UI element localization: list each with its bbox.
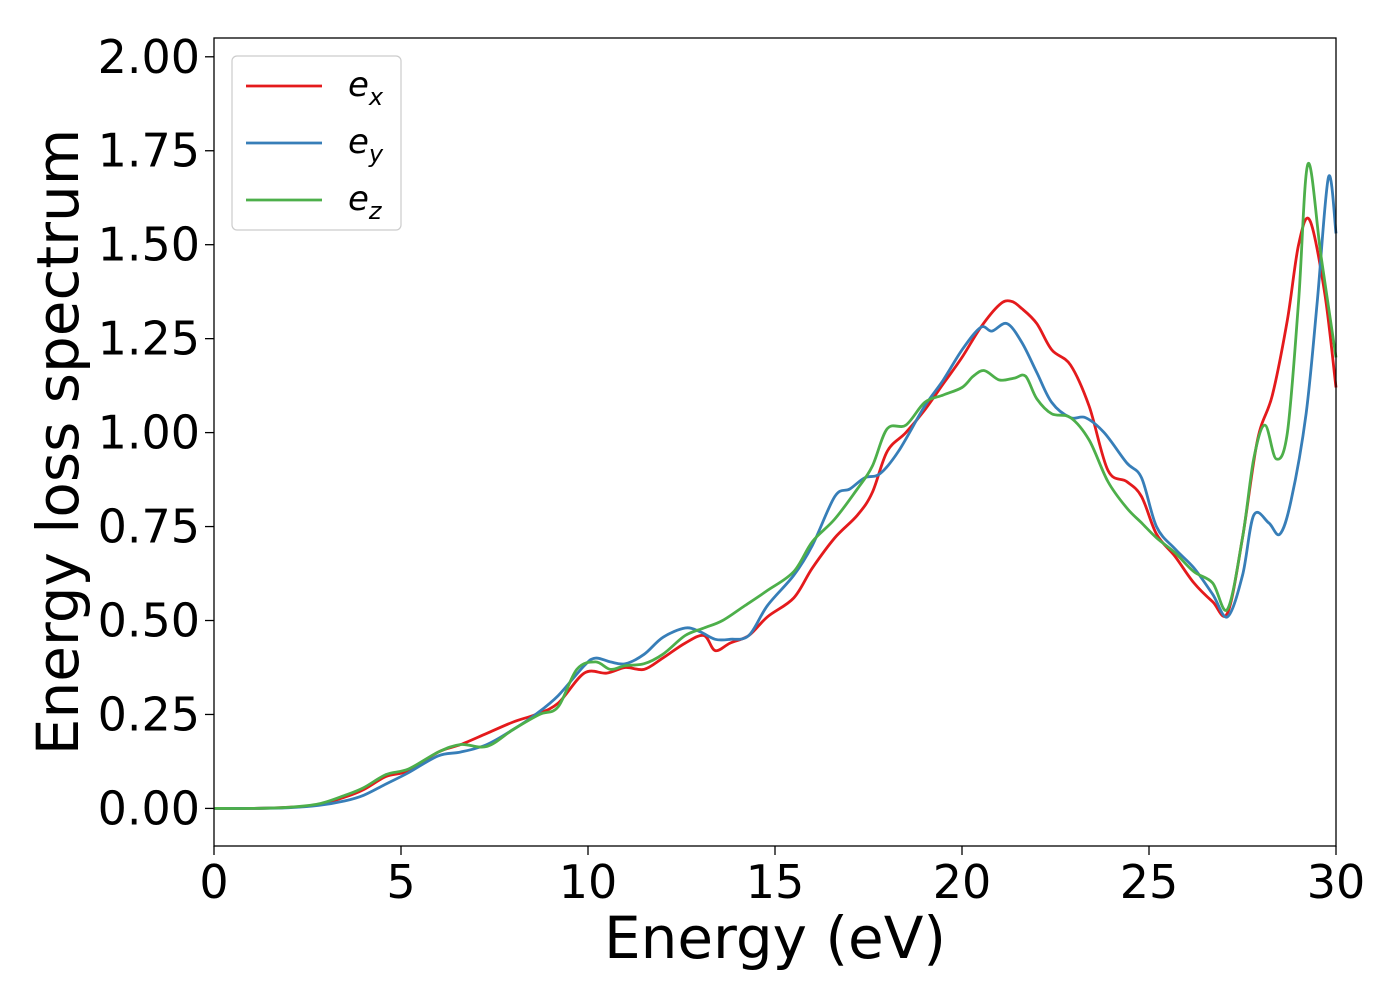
y-tick-label: 0.25: [98, 687, 200, 741]
y-tick-label: 1.75: [98, 124, 200, 178]
legend-label-ez: ez: [348, 179, 383, 225]
legend-label-ex: ex: [348, 65, 384, 111]
x-tick-label: 30: [1307, 855, 1366, 909]
x-axis: 0 5 10 15 20 25 30: [199, 846, 1365, 909]
y-tick-label: 1.25: [98, 312, 200, 366]
x-tick-label: 0: [199, 855, 228, 909]
y-tick-label: 0.00: [98, 781, 200, 835]
x-tick-label: 25: [1120, 855, 1179, 909]
series-line-ey: [213, 174, 1338, 810]
x-tick-label: 15: [746, 855, 805, 909]
legend-entries: ex ey ez: [246, 65, 384, 225]
y-tick-label: 2.00: [98, 30, 200, 84]
y-axis: 0.00 0.25 0.50 0.75 1.00 1.25 1.50 1.75 2.00: [98, 30, 214, 835]
x-tick-label: 5: [386, 855, 415, 909]
y-tick-label: 1.50: [98, 218, 200, 272]
x-tick-label: 10: [559, 855, 618, 909]
y-axis-title: Energy loss spectrum: [24, 129, 92, 755]
y-tick-label: 0.75: [98, 500, 200, 554]
y-tick-label: 0.50: [98, 594, 200, 648]
y-tick-label: 1.00: [98, 406, 200, 460]
legend: ex ey ez: [231, 55, 402, 231]
series-layer: [213, 162, 1338, 810]
legend-label-ey: ey: [348, 122, 384, 168]
x-axis-title: Energy (eV): [604, 904, 946, 972]
series-line-ez: [213, 162, 1338, 810]
x-tick-label: 20: [933, 855, 992, 909]
